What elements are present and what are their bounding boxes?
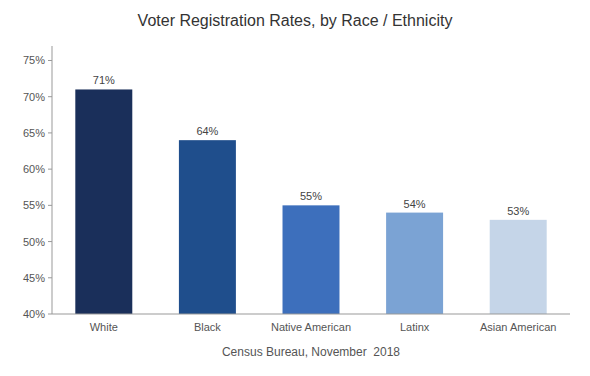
x-tick-label: Black [194,321,221,333]
data-label: 54% [404,198,426,210]
data-labels: 71% 64% 55% 54% 53% [93,74,530,216]
y-tick-label: 75% [23,54,45,66]
y-tick [48,132,52,133]
chart-svg: Voter Registration Rates, by Race / Ethn… [0,0,590,376]
x-tick-label: White [90,321,118,333]
bar [179,140,236,314]
y-tick [48,241,52,242]
x-tick-label: Latinx [400,321,430,333]
y-axis: 40% 45% 50% 55% 60% 65% 70% 75% [23,46,52,320]
x-axis: White Black Native American Latinx Asian Ame… [52,314,570,333]
y-tick-label: 65% [23,127,45,139]
chart-title: Voter Registration Rates, by Race / Ethn… [138,12,453,29]
data-label: 71% [93,74,115,86]
bar [490,220,547,314]
x-tick-label: Native American [271,321,351,333]
x-axis-line [52,314,570,315]
y-tick [48,277,52,278]
y-tick-label: 60% [23,163,45,175]
x-axis-label: Census Bureau, November 2018 [222,345,400,359]
y-tick-label: 40% [23,308,45,320]
bar [75,89,132,314]
y-axis-line [52,46,53,314]
y-tick-label: 70% [23,91,45,103]
y-tick [48,96,52,97]
bar [386,213,443,314]
y-tick [48,169,52,170]
bars [75,89,546,314]
chart-container: Voter Registration Rates, by Race / Ethn… [0,0,590,376]
y-tick-label: 45% [23,272,45,284]
y-tick [48,205,52,206]
data-label: 64% [196,125,218,137]
y-tick-label: 55% [23,199,45,211]
data-label: 53% [507,205,529,217]
y-tick [48,314,52,315]
x-tick-label: Asian American [480,321,556,333]
y-tick [48,60,52,61]
bar [283,205,340,314]
data-label: 55% [300,190,322,202]
y-tick-label: 50% [23,236,45,248]
